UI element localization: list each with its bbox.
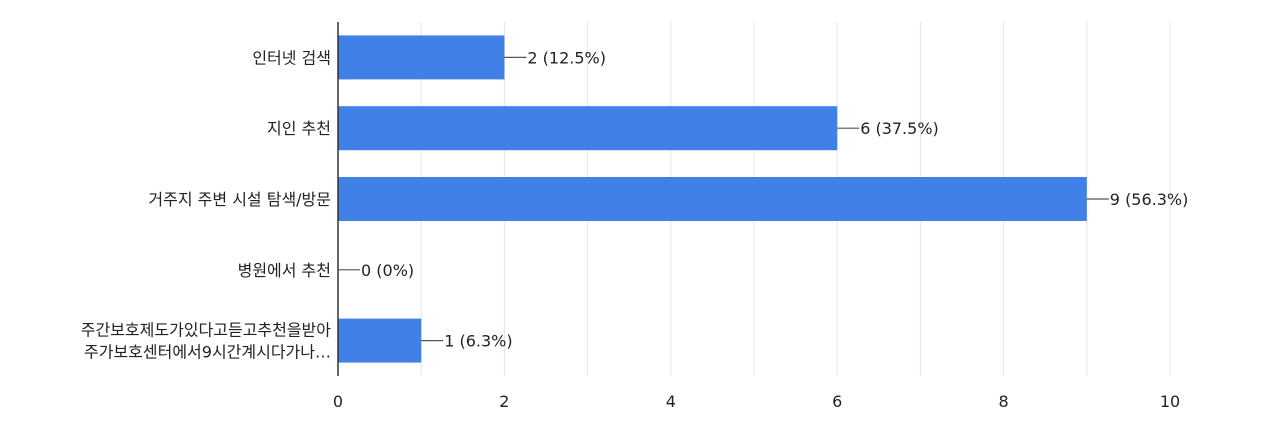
category-label: 주간보호제도가있다고듣고추천을받아 <box>81 321 332 340</box>
data-label: 1 (6.3%) <box>444 332 512 351</box>
data-label: 9 (56.3%) <box>1110 190 1189 209</box>
bar <box>338 318 422 363</box>
data-label: 2 (12.5%) <box>527 48 606 67</box>
x-tick-label: 4 <box>666 392 676 411</box>
category-label: 인터넷 검색 <box>252 48 331 67</box>
labels: 0 2 4 6 8 10 2 (12.5%) 인터넷 검색 6 (37.5%) 지인 추천 9 (5… <box>81 48 1189 411</box>
data-label: 6 (37.5%) <box>860 119 939 138</box>
x-tick-label: 10 <box>1160 392 1180 411</box>
bar <box>338 106 838 151</box>
category-label: 지인 추천 <box>267 119 331 138</box>
bar <box>338 35 505 80</box>
bar <box>338 177 1087 221</box>
x-tick-label: 6 <box>832 392 842 411</box>
category-label: 병원에서 추천 <box>238 261 331 280</box>
x-tick-label: 8 <box>999 392 1009 411</box>
category-label: 주가보호센터에서9시간계시다가나… <box>84 343 331 362</box>
data-label: 0 (0%) <box>361 261 414 280</box>
x-tick-label: 0 <box>333 392 343 411</box>
category-label: 거주지 주변 시설 탐색/방문 <box>148 190 331 209</box>
x-tick-label: 2 <box>499 392 509 411</box>
bars <box>338 35 1087 363</box>
